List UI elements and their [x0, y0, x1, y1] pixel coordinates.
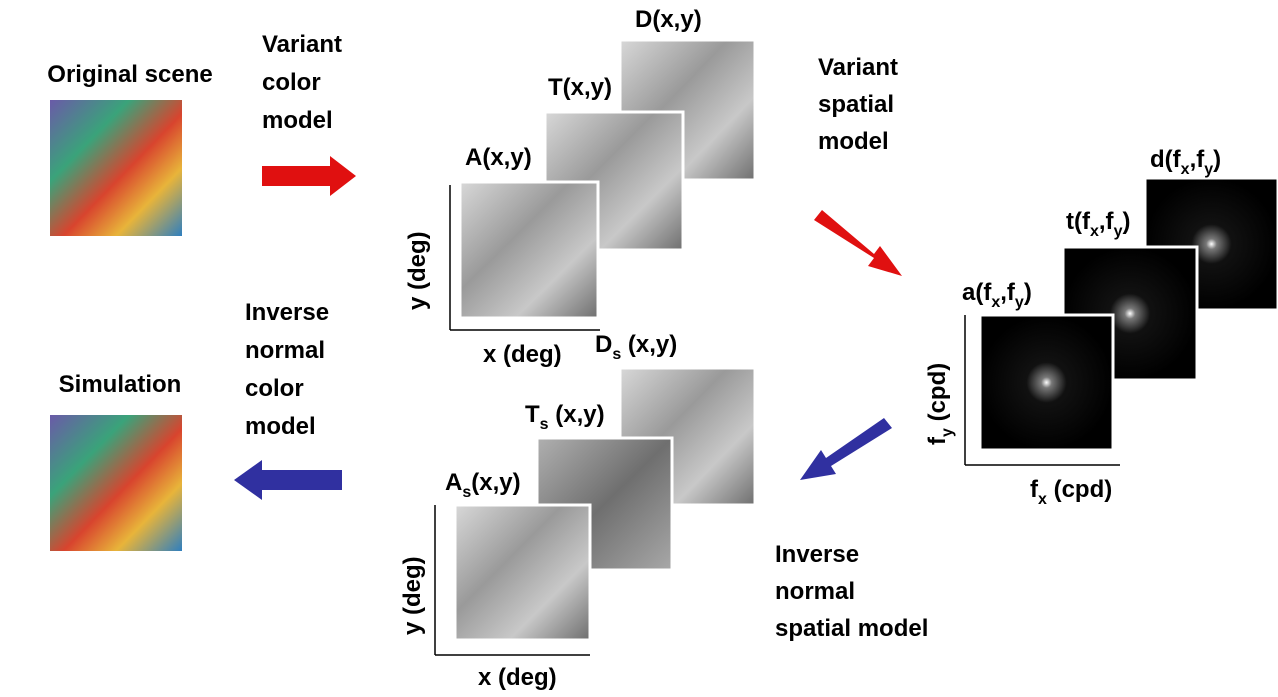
- label-part: t(f: [1066, 208, 1091, 235]
- label: model: [818, 128, 889, 155]
- subscript: x: [991, 294, 1000, 311]
- label-part: (x,y): [471, 469, 520, 496]
- label: D(x,y): [635, 6, 702, 33]
- label-part: D: [595, 331, 612, 358]
- label: color: [245, 375, 304, 402]
- label-part: ): [1024, 279, 1032, 306]
- label: x (deg): [478, 664, 557, 691]
- label: normal: [245, 337, 325, 364]
- label-part: ,f: [1000, 279, 1016, 306]
- label-part: ): [1213, 146, 1221, 173]
- subscript: x: [1090, 223, 1099, 240]
- label: color: [262, 69, 321, 96]
- label: d(fx,fy): [1150, 146, 1221, 178]
- image-placeholder: [50, 100, 182, 236]
- label-part: x (deg): [483, 341, 562, 368]
- label: Simulation: [59, 371, 182, 398]
- label: fy (cpd): [924, 363, 956, 445]
- arrow: [262, 156, 356, 196]
- label: A(x,y): [465, 144, 532, 171]
- label: x (deg): [483, 341, 562, 368]
- label-part: ,f: [1190, 146, 1206, 173]
- label-part: A: [445, 469, 462, 496]
- label: normal: [775, 578, 855, 605]
- label-part: x (deg): [478, 664, 557, 691]
- subscript: y: [939, 428, 956, 437]
- label: t(fx,fy): [1066, 208, 1130, 240]
- layout: [50, 38, 1278, 656]
- image-placeholder: [453, 503, 592, 642]
- arrow: [234, 460, 342, 500]
- label-part: f: [924, 436, 951, 445]
- arrow: [800, 418, 892, 480]
- spectrum-placeholder: [978, 313, 1115, 452]
- label: y (deg): [404, 231, 431, 310]
- label: spatial: [818, 91, 894, 118]
- label-part: (cpd): [924, 363, 951, 428]
- label-part: T: [525, 401, 540, 428]
- subscript: y: [1015, 294, 1024, 311]
- label: spatial model: [775, 615, 928, 642]
- label: T(x,y): [548, 74, 612, 101]
- label: model: [262, 107, 333, 134]
- label: Variant: [262, 31, 342, 58]
- label-part: y (deg): [404, 231, 431, 310]
- label-part: (x,y): [549, 401, 605, 428]
- label: Ts (x,y): [525, 401, 605, 433]
- subscript: y: [1114, 223, 1123, 240]
- subscript: x: [1038, 491, 1047, 508]
- arrow: [814, 210, 902, 276]
- subscript: y: [1204, 161, 1213, 178]
- image-placeholder: [458, 180, 600, 320]
- subscript: s: [540, 416, 549, 433]
- label-part: T(x,y): [548, 74, 612, 101]
- subscript: s: [612, 346, 621, 363]
- label-part: ,f: [1099, 208, 1115, 235]
- subscript: s: [462, 484, 471, 501]
- subscript: x: [1181, 161, 1190, 178]
- label: Variant: [818, 54, 898, 81]
- label: a(fx,fy): [962, 279, 1032, 311]
- label-part: (x,y): [621, 331, 677, 358]
- label: As(x,y): [445, 469, 521, 501]
- label-part: A(x,y): [465, 144, 532, 171]
- label: Ds (x,y): [595, 331, 677, 363]
- label-part: (cpd): [1047, 476, 1112, 503]
- label-part: d(f: [1150, 146, 1182, 173]
- label: Inverse: [245, 299, 329, 326]
- label-part: a(f: [962, 279, 992, 306]
- label: model: [245, 413, 316, 440]
- label-part: D(x,y): [635, 6, 702, 33]
- label: fx (cpd): [1030, 476, 1112, 508]
- label-part: y (deg): [399, 556, 426, 635]
- label: Inverse: [775, 541, 859, 568]
- label: y (deg): [399, 556, 426, 635]
- label: Original scene: [47, 61, 212, 88]
- label-part: f: [1030, 476, 1039, 503]
- image-placeholder: [50, 415, 182, 551]
- label-part: ): [1122, 208, 1130, 235]
